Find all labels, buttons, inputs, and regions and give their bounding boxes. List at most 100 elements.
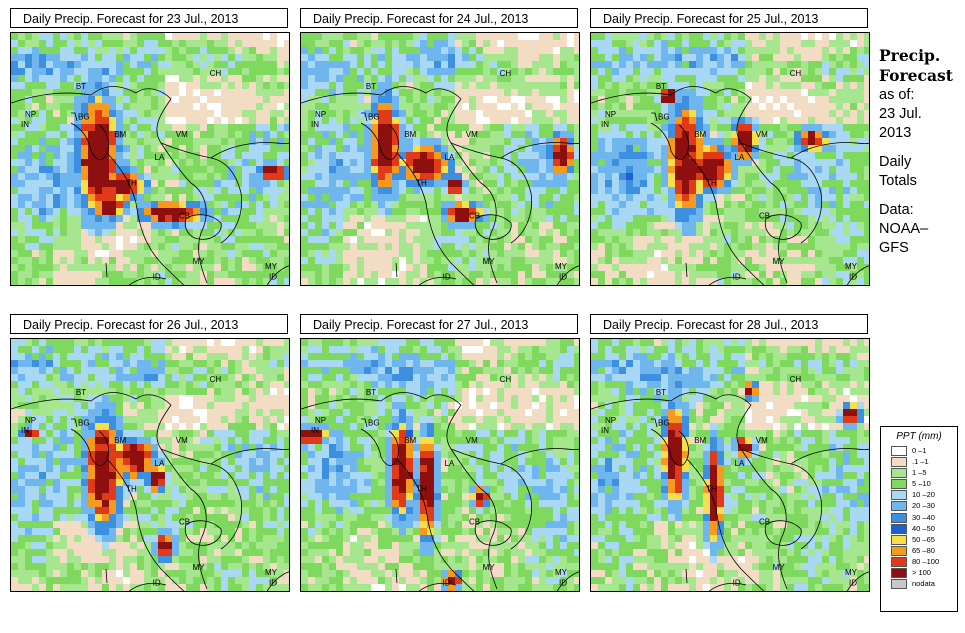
country-label: LA xyxy=(155,459,165,468)
country-label: VM xyxy=(466,130,478,139)
country-label: VM xyxy=(176,436,188,445)
legend-label: 65 –80 xyxy=(912,545,935,555)
legend-item: 30 –40 xyxy=(891,512,957,523)
country-label: ID xyxy=(153,578,161,587)
legend-swatch xyxy=(891,534,907,545)
country-label: BT xyxy=(656,388,666,397)
side-title-line1: Precip. xyxy=(879,46,941,65)
legend-label: 1 –5 xyxy=(912,468,927,478)
country-label: BG xyxy=(658,112,670,121)
country-label: IN xyxy=(601,426,609,435)
panel-title: Daily Precip. Forecast for 26 Jul., 2013 xyxy=(10,314,288,334)
country-label: TH xyxy=(706,484,717,493)
legend-item: 0 –1 xyxy=(891,445,957,456)
country-label: MY xyxy=(265,568,278,577)
precip-map: NP BT BG IN BM CH VM LA TH CB MY MY ID ID xyxy=(590,32,870,286)
legend-swatch xyxy=(891,568,907,579)
legend-item: 1 –5 xyxy=(891,467,957,479)
data-source-label: Data: xyxy=(879,202,914,218)
country-label: BG xyxy=(78,418,90,427)
legend-swatch xyxy=(891,556,907,567)
legend-label: .1 –1 xyxy=(912,457,929,467)
forecast-panel-2: Daily Precip. Forecast for 24 Jul., 2013… xyxy=(300,8,580,286)
legend-label: 0 –1 xyxy=(912,446,927,455)
country-label: VM xyxy=(756,130,768,139)
country-label: TH xyxy=(126,178,137,187)
country-label: MY xyxy=(555,568,568,577)
totals-label-1: Daily xyxy=(879,154,912,170)
legend-swatch xyxy=(891,512,907,523)
legend-label: 50 –65 xyxy=(912,534,935,544)
country-label: MY xyxy=(845,568,858,577)
panel-title: Daily Precip. Forecast for 28 Jul., 2013 xyxy=(590,314,868,334)
legend-item: nodata xyxy=(891,578,957,590)
country-label: CB xyxy=(759,211,770,220)
legend-label: 30 –40 xyxy=(912,512,935,522)
legend-label: 40 –50 xyxy=(912,523,935,533)
country-label: LA xyxy=(155,153,165,162)
legend-label: 20 –30 xyxy=(912,501,935,511)
precip-map: NP BT BG IN BM CH VM LA TH CB MY MY ID ID xyxy=(10,32,290,286)
country-label: CH xyxy=(500,375,512,384)
legend-item: 10 –20 xyxy=(891,489,957,501)
legend-label: 10 –20 xyxy=(912,490,935,500)
forecast-panel-5: Daily Precip. Forecast for 27 Jul., 2013… xyxy=(300,314,580,592)
country-label: MY xyxy=(555,262,568,271)
country-label: ID xyxy=(269,272,277,281)
legend-item: 5 –10 xyxy=(891,478,957,490)
legend-swatch xyxy=(891,446,907,456)
country-label: CB xyxy=(469,211,480,220)
country-label: BT xyxy=(366,388,376,397)
legend-swatch xyxy=(891,523,907,534)
country-label: IN xyxy=(311,120,319,129)
legend-item: > 100 xyxy=(891,567,957,579)
country-label: BT xyxy=(76,388,86,397)
legend-item: .1 –1 xyxy=(891,456,957,468)
country-label: BM xyxy=(404,436,416,445)
country-outlines xyxy=(11,392,289,591)
precip-field xyxy=(591,339,869,591)
country-label: BG xyxy=(368,112,380,121)
legend-swatch xyxy=(891,468,907,479)
country-label: BT xyxy=(76,82,86,91)
country-label: MY xyxy=(773,563,786,572)
country-label: BM xyxy=(114,436,126,445)
country-label: LA xyxy=(445,459,455,468)
as-of-label: as of: xyxy=(879,87,915,103)
legend-label: nodata xyxy=(912,579,935,589)
country-outlines xyxy=(591,392,869,591)
country-label: MY xyxy=(193,257,206,266)
legend-item: 20 –30 xyxy=(891,500,957,512)
country-label: TH xyxy=(706,178,717,187)
country-label: NP xyxy=(25,416,36,425)
country-outlines xyxy=(11,86,289,285)
country-label: ID xyxy=(443,272,451,281)
country-label: BM xyxy=(694,436,706,445)
country-label: BM xyxy=(404,130,416,139)
country-label: BG xyxy=(78,112,90,121)
country-label: ID xyxy=(849,578,857,587)
precip-field xyxy=(11,33,289,285)
country-label: BT xyxy=(366,82,376,91)
forecast-panel-4: Daily Precip. Forecast for 26 Jul., 2013… xyxy=(10,314,290,592)
legend-label: 5 –10 xyxy=(912,479,931,489)
totals-label-2: Totals xyxy=(879,173,917,189)
country-label: IN xyxy=(21,120,29,129)
panel-title: Daily Precip. Forecast for 25 Jul., 2013 xyxy=(590,8,868,28)
country-label: CH xyxy=(790,375,802,384)
country-label: VM xyxy=(756,436,768,445)
country-label: ID xyxy=(153,272,161,281)
data-source-line1: NOAA– xyxy=(879,221,929,237)
country-label: MY xyxy=(265,262,278,271)
country-label: ID xyxy=(559,272,567,281)
ppt-legend: PPT (mm) 0 –1 .1 –1 1 –5 5 –10 10 –20 20 –30 3… xyxy=(880,426,958,612)
